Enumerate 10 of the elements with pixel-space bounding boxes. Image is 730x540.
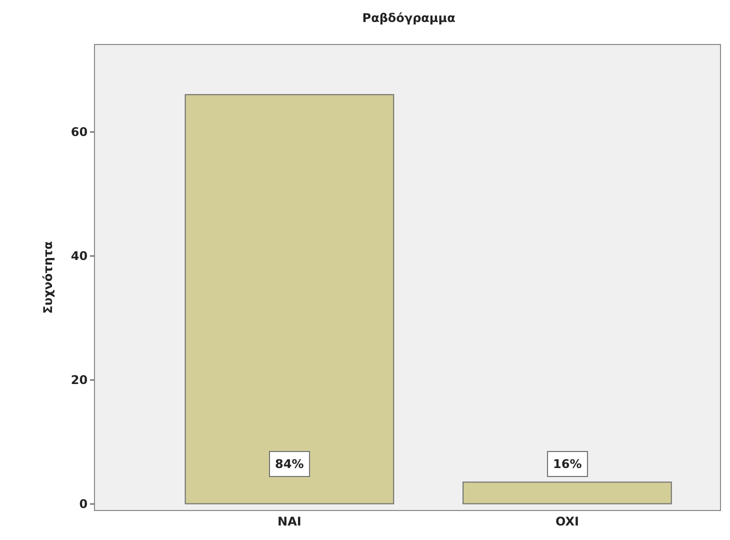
x-tick-label: OXI <box>555 514 579 528</box>
y-tick-label: 40 <box>70 249 88 263</box>
y-tick-label: 0 <box>79 497 88 511</box>
annotation: 84% <box>275 457 304 471</box>
chart-title: Ραβδόγραμμα <box>362 10 456 25</box>
x-tick-label: NAI <box>278 514 302 528</box>
y-tick-label: 60 <box>70 125 88 139</box>
y-axis-title: Συχνότητα <box>41 241 56 314</box>
y-tick-label: 20 <box>70 373 88 387</box>
annotation: 16% <box>553 457 582 471</box>
